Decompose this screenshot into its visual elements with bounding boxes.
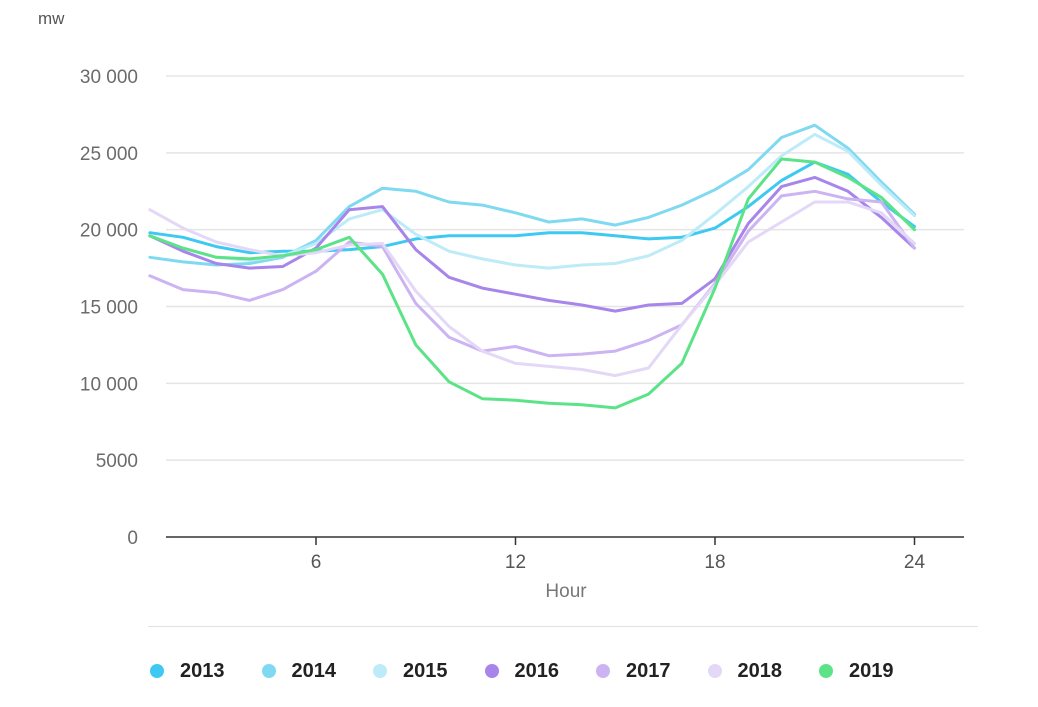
series-line-2015 [148,132,916,270]
legend-item-2015[interactable]: 2015 [373,660,448,683]
legend-label: 2015 [403,659,448,682]
legend-item-2017[interactable]: 2017 [596,660,671,683]
x-tick-label: 18 [704,552,725,573]
legend-item-2019[interactable]: 2019 [819,660,894,683]
legend-item-2018[interactable]: 2018 [707,659,783,683]
legend-marker [819,664,833,678]
x-tick-label: 24 [904,552,926,573]
y-tick-label: 10 000 [80,374,138,395]
series-line-2014 [148,123,916,267]
legend-label: 2019 [849,659,894,682]
legend-item-2014[interactable]: 2014 [261,659,337,683]
legend-marker [261,664,276,678]
legend-marker [373,664,387,678]
x-axis: 6 12 18 24 [166,536,964,573]
y-unit-label: mw [38,9,65,28]
series-line-2016 [148,175,916,313]
y-tick-label: 30 000 [80,67,138,88]
x-tick-label: 6 [311,552,322,573]
series-line-2018 [148,200,916,378]
legend-divider [148,626,978,627]
series-line-2019 [148,157,916,410]
y-tick-label: 15 000 [80,298,138,319]
x-tick-label: 12 [505,552,526,573]
y-tick-label: 0 [127,528,138,549]
y-tick-label: 20 000 [80,221,138,242]
legend-item-2016[interactable]: 2016 [484,659,560,683]
series-line-2013 [148,160,916,255]
legend-marker [707,664,722,678]
legend-label: 2013 [180,659,225,682]
y-tick-label: 25 000 [80,144,138,165]
legend: 2013 2014 2015 2016 2017 2018 2019 [150,656,894,686]
gridlines [166,75,964,461]
series-line-2017 [148,189,916,358]
legend-marker [596,664,610,678]
legend-label: 2016 [514,659,560,682]
y-axis-ticks: 0 5000 10 000 15 000 20 000 25 000 30 000 [80,67,138,549]
series-lines [148,123,916,410]
legend-marker [484,664,499,678]
legend-label: 2014 [291,659,337,682]
y-tick-label: 5000 [96,451,138,472]
legend-label: 2017 [626,659,671,682]
legend-item-2013[interactable]: 2013 [150,660,225,683]
line-chart: mw 0 5000 10 000 15 000 20 000 25 000 30 000 6… [38,9,964,602]
legend-label: 2018 [737,659,783,682]
x-axis-title: Hour [545,581,587,602]
legend-marker [150,664,164,678]
